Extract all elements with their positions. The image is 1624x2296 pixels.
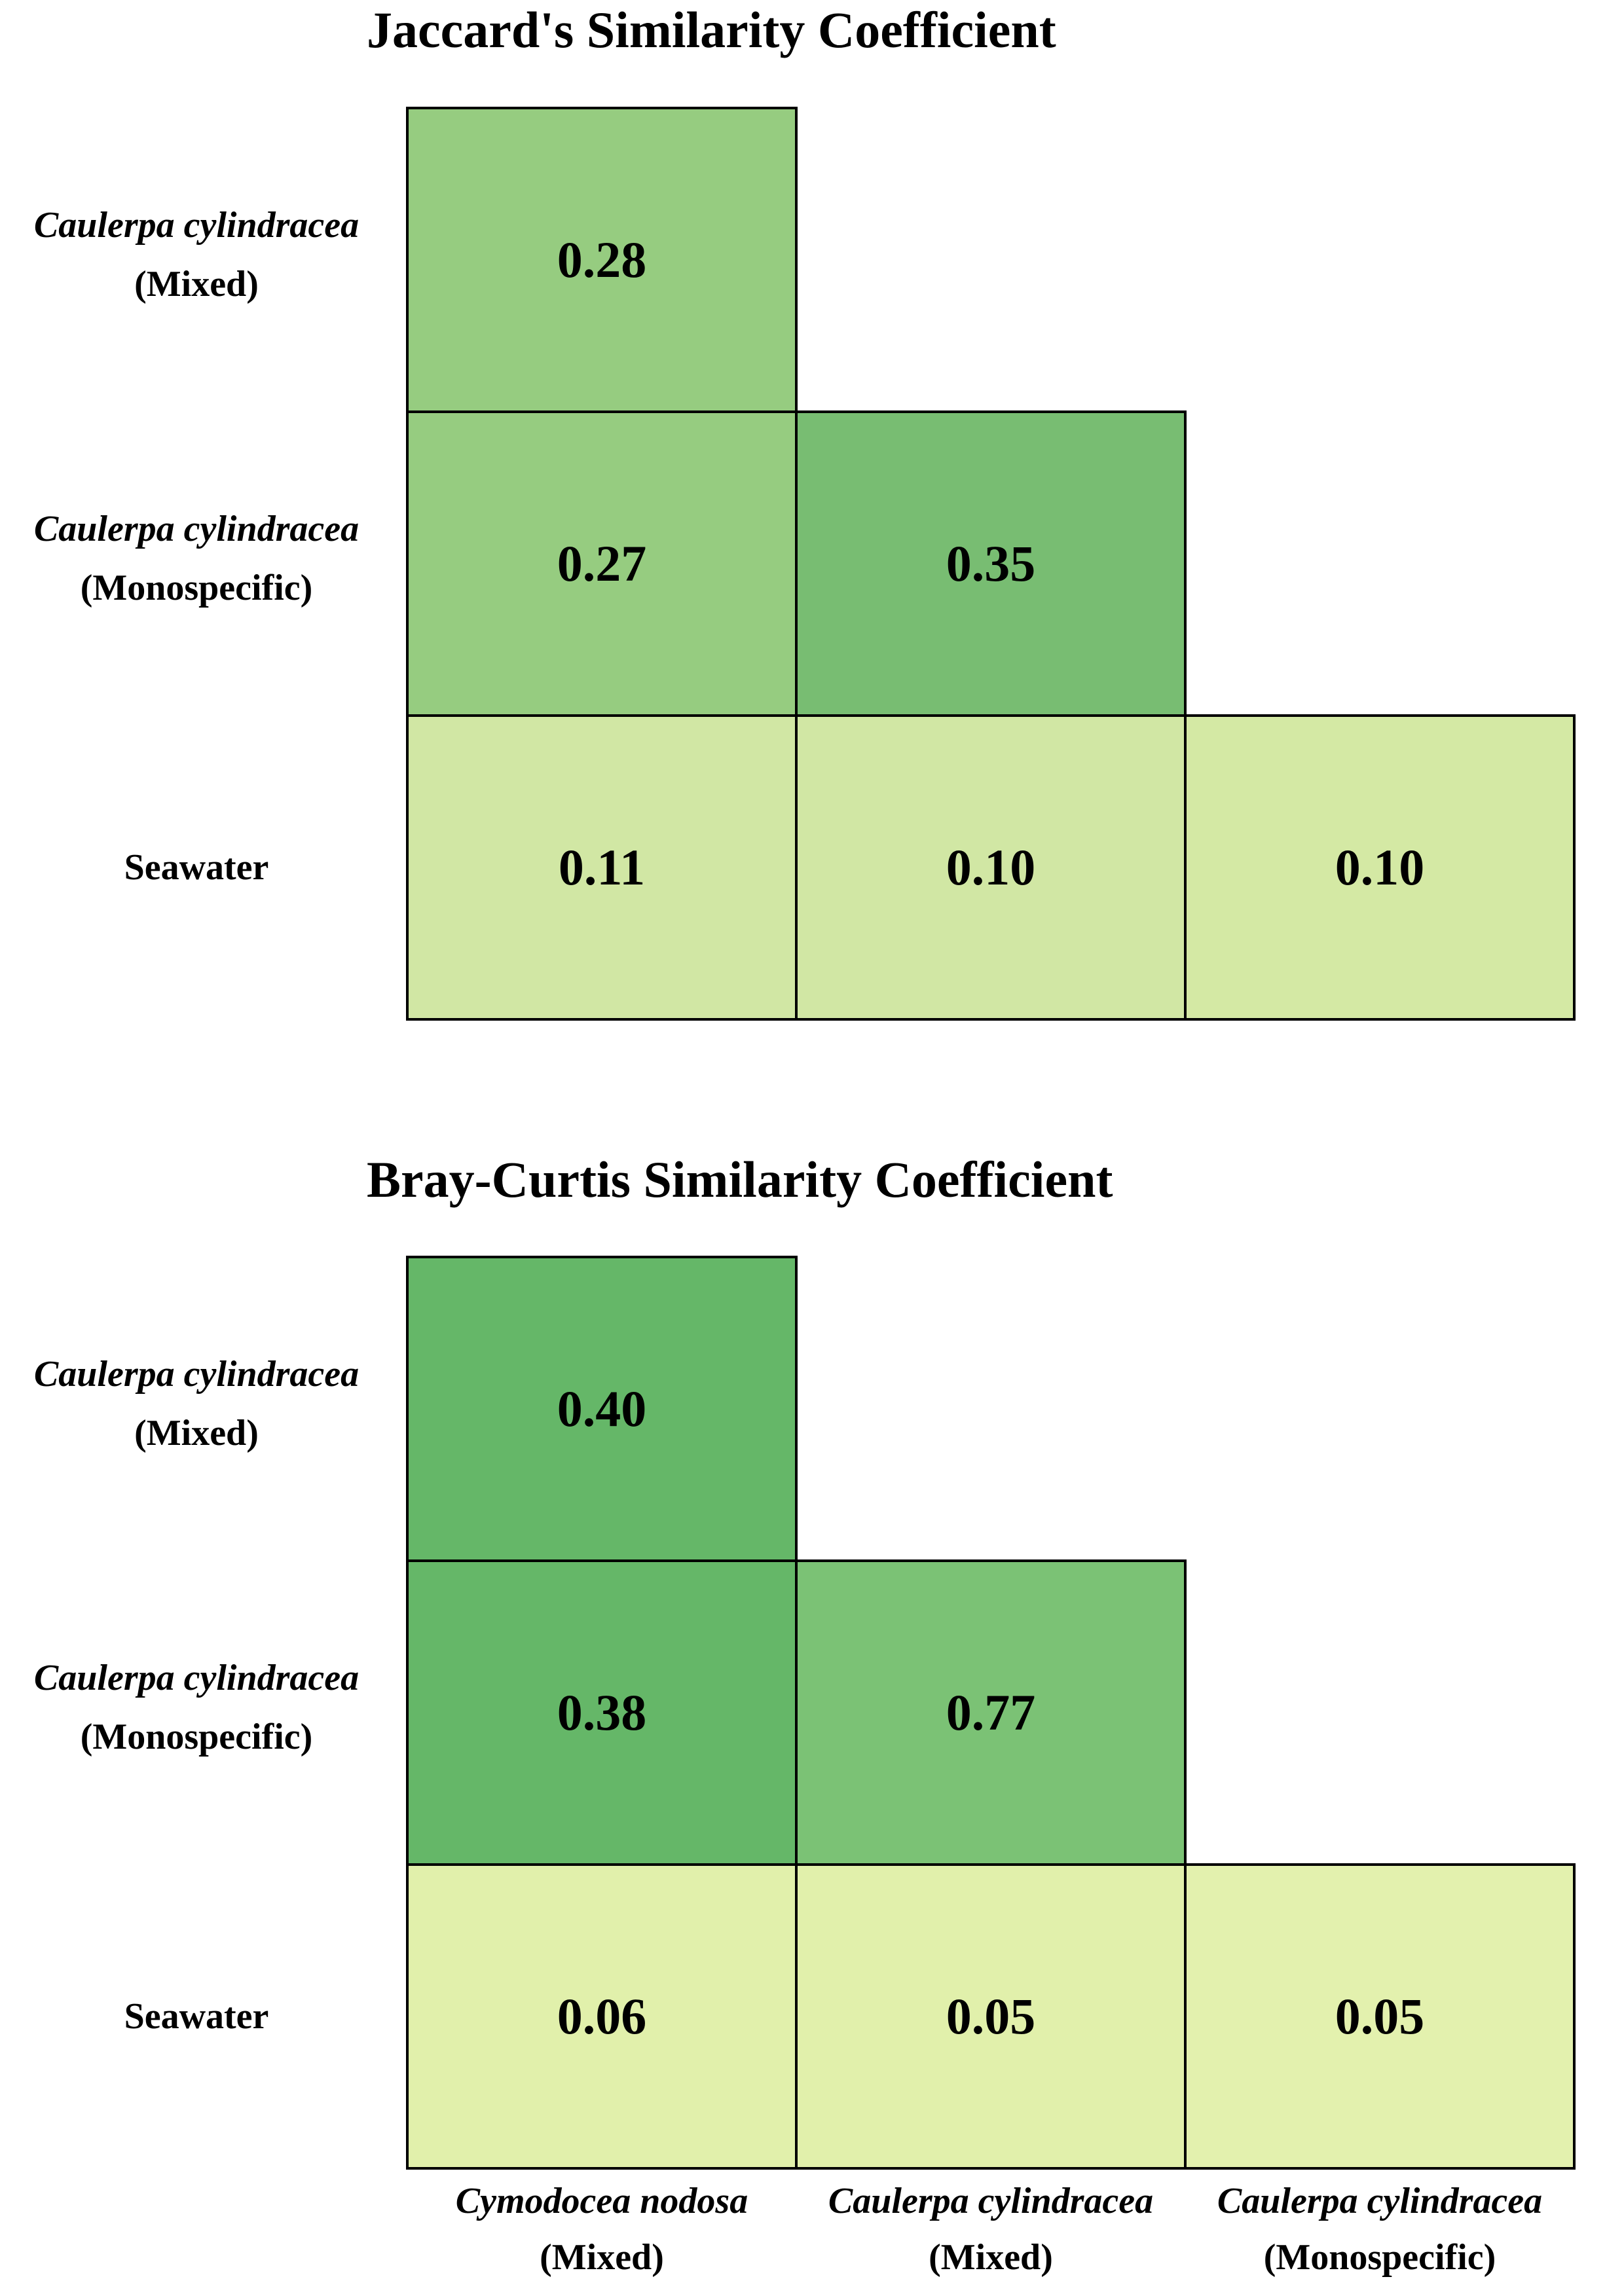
cell-value-label: 0.38 [557,1684,647,1741]
heatmap-cell [1184,714,1576,1021]
cell-value-label: 0.11 [559,839,645,896]
row-label-qualifier: (Mixed) [134,264,259,304]
cell-value-label: 0.05 [1335,1988,1425,2045]
column-label: Caulerpa cylindracea [828,2181,1153,2221]
column-label-qualifier: (Mixed) [540,2237,664,2278]
chart-title: Bray-Curtis Similarity Coefficient [367,1151,1113,1208]
column-label-qualifier: (Mixed) [929,2237,1053,2278]
row-label: Caulerpa cylindracea [34,205,359,246]
cell-value-label: 0.40 [557,1380,647,1437]
heatmap-panel-1: Jaccard's Similarity Coefficient 0.28 0.27… [34,1,1576,1021]
heatmap-cell [1184,1863,1576,2170]
heatmap-cell [406,107,798,413]
row-label: Seawater [124,847,269,888]
heatmap-cell [406,714,798,1021]
heatmap-cell [795,410,1187,717]
row-label-qualifier: (Monospecific) [81,1717,313,1757]
heatmap-cell [406,410,798,717]
cell-value-label: 0.05 [946,1988,1036,2045]
column-label-qualifier: (Monospecific) [1264,2237,1496,2278]
row-label: Caulerpa cylindracea [34,509,359,549]
column-label: Caulerpa cylindracea [1217,2181,1542,2221]
heatmap-panel-2: Bray-Curtis Similarity Coefficient 0.40 0.… [34,1151,1576,2170]
heatmap-cell [406,1863,798,2170]
row-label: Caulerpa cylindracea [34,1658,359,1698]
row-label: Caulerpa cylindracea [34,1354,359,1394]
chart-title: Jaccard's Similarity Coefficient [367,1,1056,58]
cell-value-label: 0.10 [946,839,1036,896]
cell-value-label: 0.35 [946,535,1036,592]
cell-value-label: 0.77 [946,1684,1036,1741]
cell-value-label: 0.06 [557,1988,647,2045]
cell-value-label: 0.10 [1335,839,1425,896]
row-label-qualifier: (Monospecific) [81,568,313,608]
cell-value-label: 0.27 [557,535,647,592]
heatmap-cell [795,714,1187,1021]
heatmap-cell [406,1559,798,1866]
column-label: Cymodocea nodosa [456,2181,748,2221]
row-label: Seawater [124,1996,269,2037]
row-label-qualifier: (Mixed) [134,1413,259,1453]
cell-value-label: 0.28 [557,231,647,288]
